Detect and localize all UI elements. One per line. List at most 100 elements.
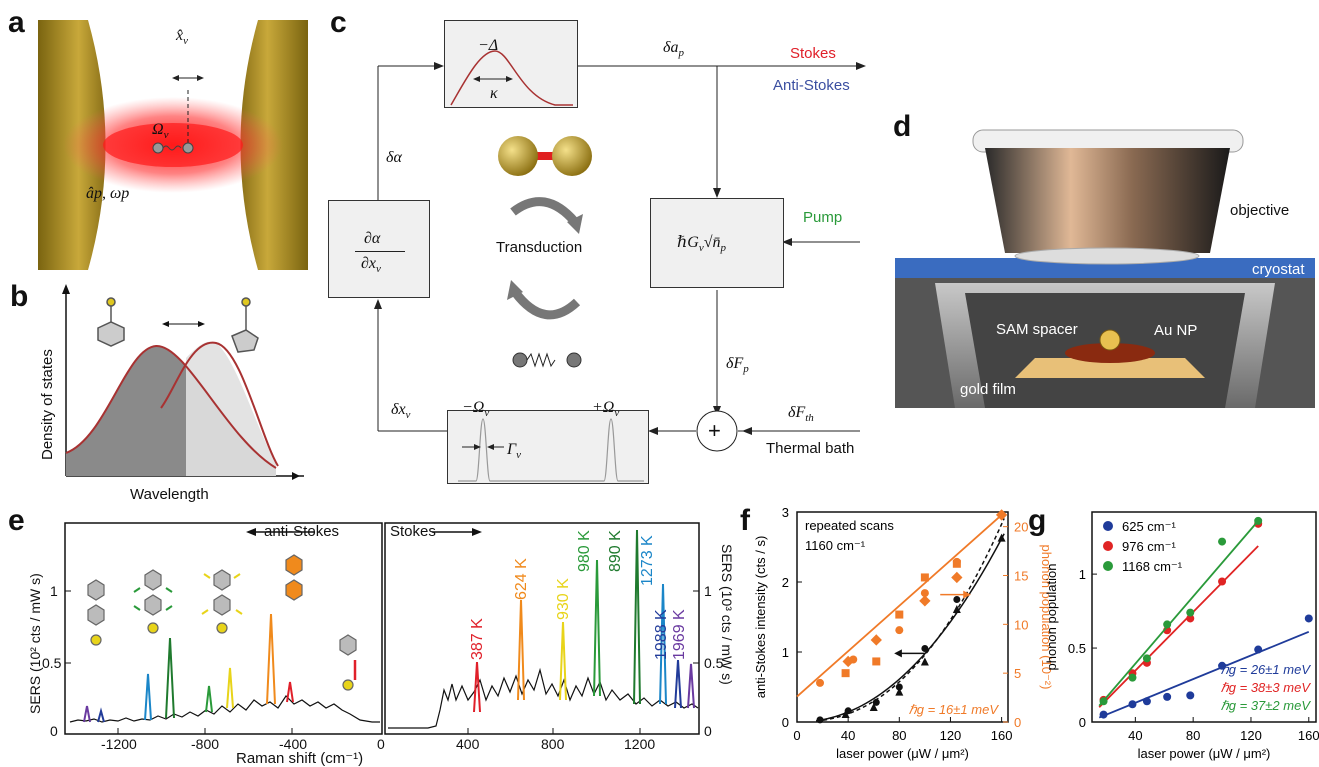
g-legend-marker (1103, 541, 1113, 551)
panel-b-xlabel: Wavelength (130, 486, 209, 503)
polarizability-box: ∂α ∂xv (328, 200, 430, 298)
cryostat-label: cryostat (1252, 261, 1305, 278)
e-xtick: -400 (279, 736, 308, 752)
f-ylabel-right: phonon population (10⁻²) (1039, 545, 1054, 690)
f-ytick-label: 1 (782, 645, 789, 660)
delta-fth-label: δFth (788, 404, 814, 425)
f-point-black (844, 707, 852, 715)
coupling-label: ℏGv√n̄p (677, 234, 727, 255)
anti-stokes-label: Anti-Stokes (773, 77, 850, 94)
g-point (1218, 577, 1227, 586)
f-ytick-right-label: 15 (1014, 568, 1028, 583)
plus-omega-label: +Ωv (592, 399, 620, 420)
g-point (1218, 661, 1227, 670)
g-annotation: ℏg = 26±1 meV (1221, 662, 1312, 677)
g-xtick-label: 40 (1128, 728, 1142, 743)
f-ytick-label: 3 (782, 505, 789, 520)
g-point (1254, 645, 1263, 654)
f-arrow-left-head (894, 649, 902, 658)
e-ytick-left: 0.5 (42, 655, 62, 671)
f-ytick-right-label: 0 (1014, 715, 1021, 730)
transduction-cycle-icon (507, 197, 583, 320)
delta-label: −Δ (478, 37, 499, 54)
g-point (1099, 697, 1108, 706)
gamma-label: Γv (507, 441, 521, 462)
g-point (1142, 654, 1151, 663)
pump-label: Pump (803, 209, 843, 226)
f-point-orange (841, 669, 850, 678)
g-fit-line (1098, 545, 1259, 708)
panel-a-ap-label: âp, ωp (86, 185, 130, 202)
f-xtick-label: 0 (793, 728, 800, 743)
g-point (1128, 700, 1137, 709)
f-title-line2: 1160 cm⁻¹ (805, 538, 866, 553)
g-point (1142, 697, 1151, 706)
mechanical-response-box (447, 410, 649, 484)
panel-letter-d: d (893, 110, 912, 143)
g-xtick-label: 80 (1186, 728, 1200, 743)
e-ytick-left: 0 (50, 723, 58, 739)
g-legend-marker (1103, 561, 1113, 571)
cavity-response-box (444, 20, 578, 108)
e-ytick-right: 1 (704, 583, 712, 599)
f-xtick-label: 80 (892, 728, 906, 743)
panel-d-setup (895, 129, 1315, 408)
thermal-bath-label: Thermal bath (766, 440, 855, 457)
panel-a-x-label: x̂v (176, 27, 188, 48)
f-point-orange (816, 678, 825, 687)
e-ytick-right: 0 (704, 723, 712, 739)
g-point (1218, 537, 1227, 546)
d-alpha-numerator: ∂α (364, 230, 381, 247)
f-point-black (816, 716, 824, 724)
f-ytick-label: 2 (782, 575, 789, 590)
f-point-orange (895, 626, 904, 635)
f-point-black (841, 710, 850, 718)
f-point-black (953, 596, 961, 603)
f-point-orange (872, 657, 881, 666)
g-point (1163, 692, 1172, 701)
au-np-label: Au NP (1154, 322, 1198, 339)
f-point-orange (919, 595, 931, 607)
coupling-box: ℏGv√n̄p (650, 198, 784, 288)
g-xtick-label: 120 (1240, 728, 1262, 743)
f-xtick-label: 40 (841, 728, 855, 743)
anti-stokes-arrow-label: anti-Stokes (264, 523, 340, 540)
f-point-orange (849, 655, 858, 664)
e-xtick: 0 (377, 736, 385, 752)
objective-label: objective (1230, 202, 1290, 219)
e-ytick-right: 0.5 (704, 655, 724, 671)
f-ylabel: anti-Stokes intensity (cts / s) (753, 536, 768, 699)
g-xtick-label: 160 (1298, 728, 1319, 743)
g-point (1186, 691, 1195, 700)
f-xtick-label: 120 (940, 728, 962, 743)
kappa-label: κ (490, 85, 498, 102)
minus-omega-label: −Ωv (462, 399, 490, 420)
f-point-orange (995, 509, 1008, 521)
f-point-black (872, 698, 880, 706)
g-ylabel: phonon population (1044, 564, 1059, 671)
e-xtick: 800 (541, 736, 565, 752)
g-ytick-label: 0.5 (1068, 641, 1086, 656)
delta-fp-label: δFp (726, 355, 749, 376)
panel-b-dos-plot (62, 284, 304, 480)
e-xtick: -800 (191, 736, 220, 752)
f-point-black (952, 605, 961, 613)
e-xtick: -1200 (101, 736, 137, 752)
f-point-orange (920, 573, 929, 582)
g-fit-line (1098, 520, 1259, 707)
panel-letter-g: g (1028, 504, 1047, 537)
gold-dimer-icon (498, 136, 592, 176)
molecule-spring-icon (512, 352, 582, 368)
sum-node-plus: + (708, 418, 721, 443)
f-fit-line-orange (796, 514, 1003, 698)
delta-xv-label: δxv (391, 401, 411, 422)
d-alpha-denominator: ∂xv (361, 255, 381, 276)
panel-a-omega-label: Ωv (152, 121, 169, 142)
f-fit-curve-black-dashed (816, 518, 1005, 722)
gold-film-label: gold film (960, 381, 1016, 398)
f-point-black (920, 657, 929, 666)
f-point-orange (870, 634, 882, 646)
transduction-label: Transduction (496, 239, 583, 256)
g-ytick-label: 1 (1079, 567, 1086, 582)
